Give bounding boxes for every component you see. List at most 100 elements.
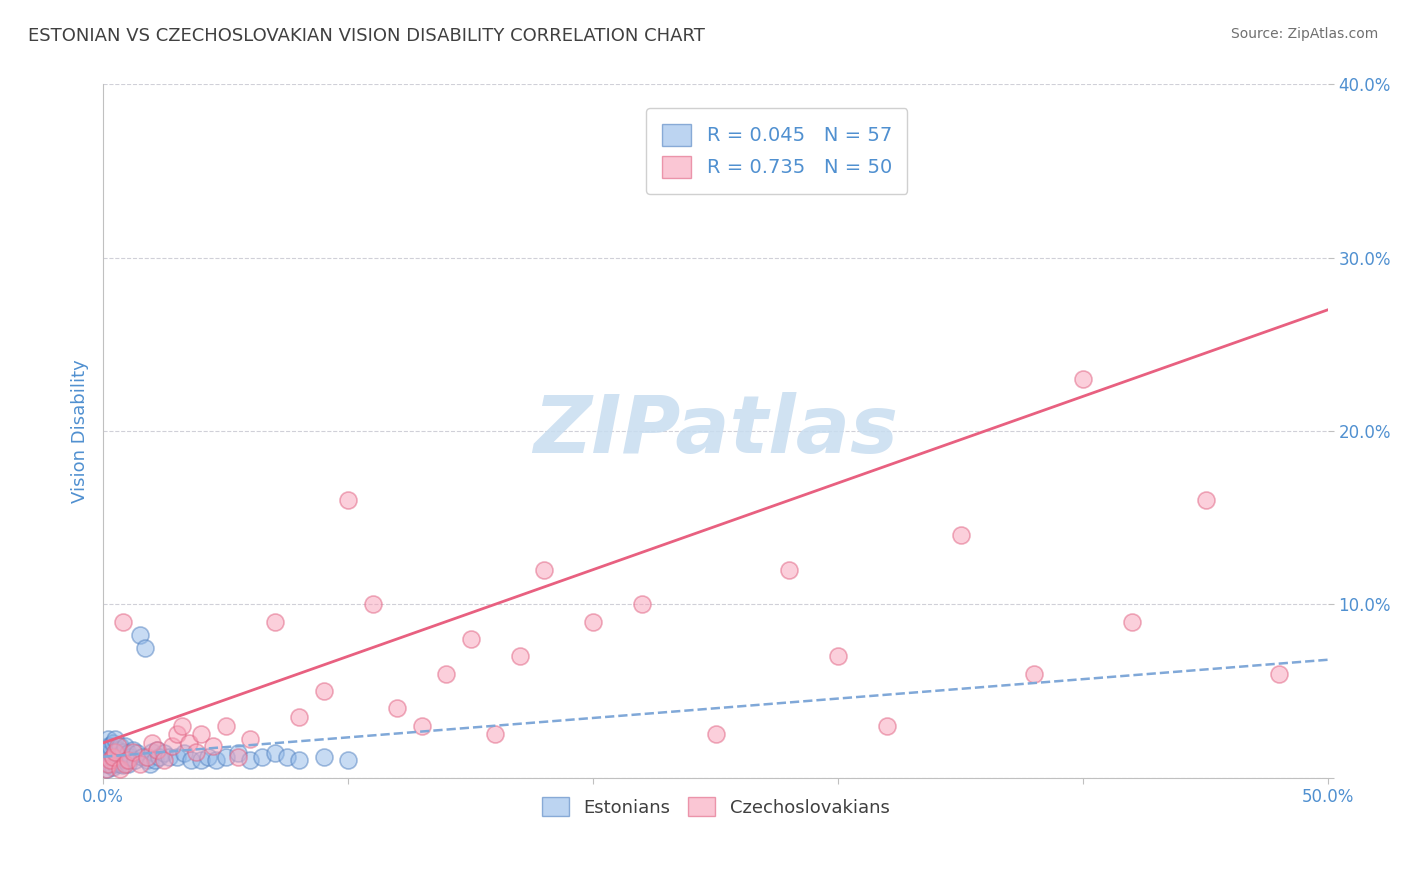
Y-axis label: Vision Disability: Vision Disability bbox=[72, 359, 89, 503]
Point bbox=[110, 756, 132, 771]
Point bbox=[128, 756, 150, 771]
Point bbox=[110, 747, 132, 762]
Point bbox=[197, 749, 219, 764]
Point bbox=[136, 753, 159, 767]
Text: Source: ZipAtlas.com: Source: ZipAtlas.com bbox=[1230, 27, 1378, 41]
Point bbox=[1268, 666, 1291, 681]
Point bbox=[778, 563, 800, 577]
Point bbox=[166, 727, 188, 741]
Point bbox=[205, 753, 228, 767]
Point bbox=[114, 753, 136, 767]
Text: ESTONIAN VS CZECHOSLOVAKIAN VISION DISABILITY CORRELATION CHART: ESTONIAN VS CZECHOSLOVAKIAN VISION DISAB… bbox=[28, 27, 704, 45]
Point bbox=[94, 756, 117, 771]
Point bbox=[100, 753, 122, 767]
Point bbox=[239, 753, 262, 767]
Point bbox=[110, 739, 132, 754]
Point bbox=[337, 753, 360, 767]
Point bbox=[460, 632, 482, 646]
Point bbox=[263, 747, 285, 761]
Point bbox=[136, 749, 159, 764]
Point bbox=[582, 615, 605, 629]
Point bbox=[101, 760, 124, 774]
Point bbox=[104, 745, 127, 759]
Point bbox=[146, 743, 169, 757]
Point bbox=[120, 749, 142, 764]
Legend: Estonians, Czechoslovakians: Estonians, Czechoslovakians bbox=[534, 790, 897, 824]
Point bbox=[134, 640, 156, 655]
Point bbox=[509, 649, 531, 664]
Point bbox=[127, 747, 149, 761]
Point bbox=[434, 666, 457, 681]
Point bbox=[160, 739, 183, 754]
Point bbox=[101, 736, 124, 750]
Point bbox=[153, 747, 176, 761]
Point bbox=[97, 749, 120, 764]
Point bbox=[361, 597, 384, 611]
Point bbox=[111, 758, 134, 772]
Point bbox=[876, 718, 898, 732]
Point bbox=[97, 756, 120, 771]
Point bbox=[131, 749, 153, 764]
Point bbox=[101, 749, 124, 764]
Point bbox=[104, 756, 127, 771]
Point bbox=[202, 739, 225, 754]
Point bbox=[111, 745, 134, 759]
Point bbox=[166, 749, 188, 764]
Point bbox=[141, 736, 163, 750]
Point bbox=[100, 739, 122, 754]
Point bbox=[104, 747, 127, 761]
Point bbox=[949, 528, 972, 542]
Point bbox=[252, 749, 274, 764]
Point bbox=[170, 718, 193, 732]
Point bbox=[337, 493, 360, 508]
Point bbox=[100, 747, 122, 761]
Point bbox=[288, 710, 311, 724]
Point bbox=[114, 756, 136, 771]
Point bbox=[100, 756, 122, 771]
Point bbox=[153, 753, 176, 767]
Point bbox=[411, 718, 433, 732]
Point bbox=[107, 739, 129, 754]
Point bbox=[1022, 666, 1045, 681]
Point bbox=[385, 701, 408, 715]
Point bbox=[1194, 493, 1216, 508]
Point bbox=[141, 745, 163, 759]
Point bbox=[239, 732, 262, 747]
Point bbox=[124, 753, 146, 767]
Point bbox=[97, 739, 120, 754]
Point bbox=[1071, 372, 1094, 386]
Point bbox=[1121, 615, 1143, 629]
Point bbox=[93, 753, 115, 767]
Point bbox=[263, 615, 285, 629]
Point bbox=[107, 753, 129, 767]
Point bbox=[138, 756, 160, 771]
Point bbox=[97, 732, 120, 747]
Point bbox=[214, 749, 236, 764]
Point bbox=[117, 747, 139, 761]
Point bbox=[94, 762, 117, 776]
Point bbox=[117, 756, 139, 771]
Point bbox=[180, 753, 202, 767]
Point bbox=[143, 753, 166, 767]
Point bbox=[177, 736, 200, 750]
Point bbox=[101, 749, 124, 764]
Point bbox=[173, 747, 195, 761]
Point bbox=[533, 563, 555, 577]
Text: ZIPatlas: ZIPatlas bbox=[533, 392, 898, 470]
Point bbox=[110, 762, 132, 776]
Point bbox=[631, 597, 654, 611]
Point bbox=[128, 628, 150, 642]
Point bbox=[111, 615, 134, 629]
Point bbox=[186, 745, 208, 759]
Point bbox=[288, 753, 311, 767]
Point bbox=[276, 749, 298, 764]
Point bbox=[96, 762, 118, 776]
Point bbox=[226, 747, 249, 761]
Point bbox=[827, 649, 849, 664]
Point bbox=[190, 727, 212, 741]
Point bbox=[312, 749, 335, 764]
Point bbox=[104, 732, 127, 747]
Point bbox=[121, 745, 143, 759]
Point bbox=[157, 749, 180, 764]
Point bbox=[190, 753, 212, 767]
